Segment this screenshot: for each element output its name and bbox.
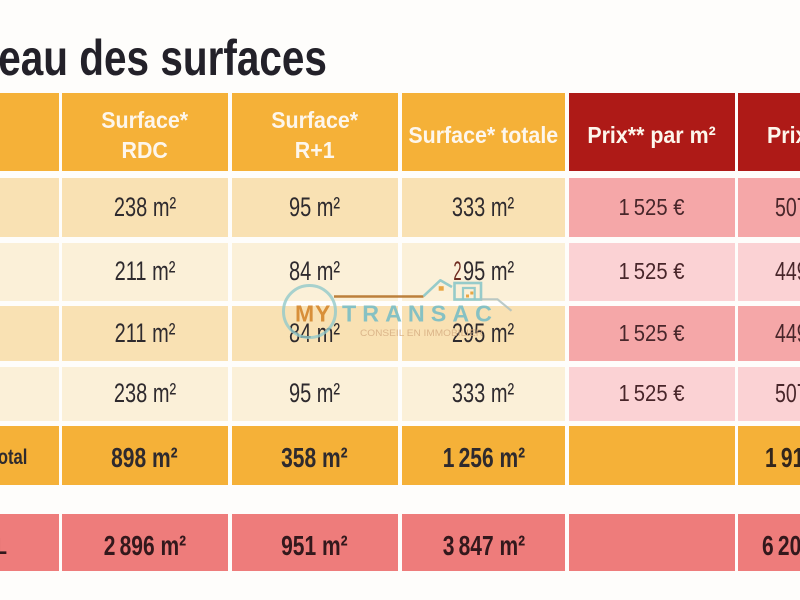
svg-text:TRANSAC: TRANSAC [342,301,492,327]
svg-text:MY: MY [295,301,331,327]
svg-text:CONSEIL EN IMMOBILIER: CONSEIL EN IMMOBILIER [360,328,484,338]
